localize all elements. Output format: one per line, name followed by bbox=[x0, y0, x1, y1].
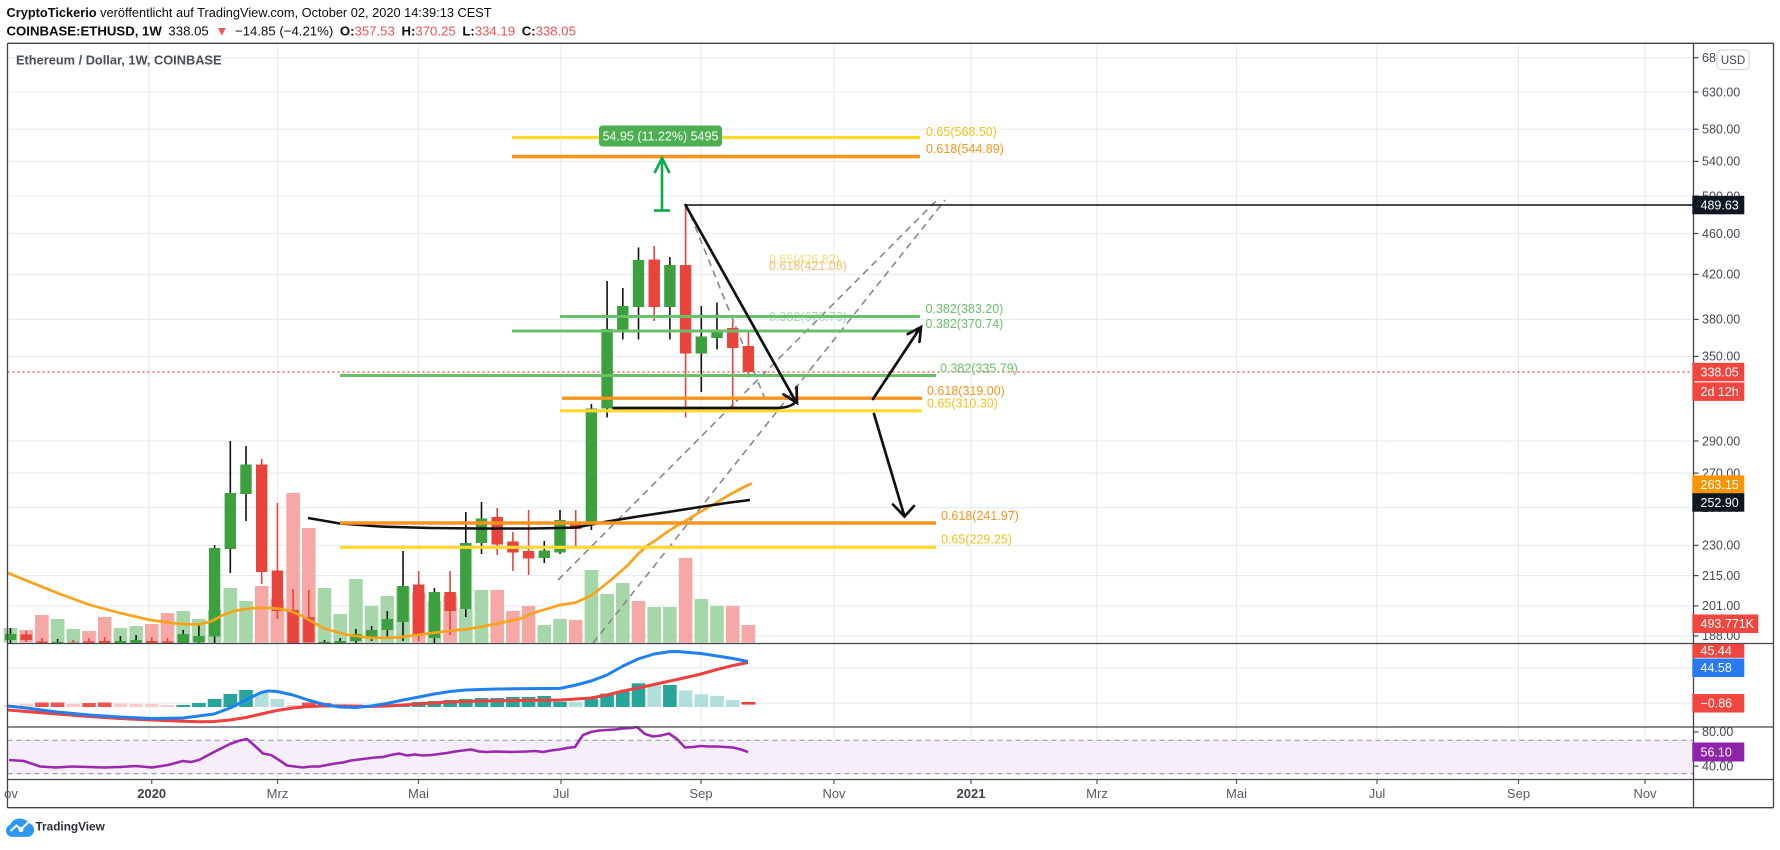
svg-text:54.95 (11.22%) 5495: 54.95 (11.22%) 5495 bbox=[603, 130, 719, 144]
svg-text:0.618(544.89): 0.618(544.89) bbox=[926, 142, 1004, 156]
svg-text:2021: 2021 bbox=[957, 786, 986, 801]
svg-text:0.65(229.25): 0.65(229.25) bbox=[941, 532, 1012, 546]
svg-text:TradingView: TradingView bbox=[36, 820, 106, 834]
svg-text:215.00: 215.00 bbox=[1702, 569, 1740, 583]
svg-text:Jul: Jul bbox=[553, 786, 570, 801]
svg-text:540.00: 540.00 bbox=[1702, 155, 1740, 169]
svg-text:420.00: 420.00 bbox=[1702, 268, 1740, 282]
svg-text:230.00: 230.00 bbox=[1702, 539, 1740, 553]
svg-text:489.63: 489.63 bbox=[1701, 198, 1739, 212]
svg-text:0.618(319.00): 0.618(319.00) bbox=[927, 384, 1005, 398]
svg-text:USD: USD bbox=[1721, 55, 1745, 67]
svg-text:Mai: Mai bbox=[408, 786, 429, 801]
svg-text:0.382(335.79): 0.382(335.79) bbox=[940, 361, 1018, 375]
svg-text:0.382(378.73): 0.382(378.73) bbox=[769, 310, 847, 324]
svg-text:2d 12h: 2d 12h bbox=[1701, 385, 1739, 399]
svg-text:44.58: 44.58 bbox=[1701, 661, 1732, 675]
svg-text:Sep: Sep bbox=[689, 786, 712, 801]
svg-text:Nov: Nov bbox=[1633, 786, 1657, 801]
svg-text:80.00: 80.00 bbox=[1702, 725, 1733, 739]
svg-text:45.44: 45.44 bbox=[1701, 644, 1732, 658]
svg-text:338.05: 338.05 bbox=[1701, 365, 1739, 379]
svg-text:40.00: 40.00 bbox=[1702, 759, 1733, 773]
svg-text:252.90: 252.90 bbox=[1701, 496, 1739, 510]
svg-text:Mrz: Mrz bbox=[267, 786, 289, 801]
svg-text:Mai: Mai bbox=[1226, 786, 1247, 801]
svg-text:201.00: 201.00 bbox=[1702, 599, 1740, 613]
svg-text:460.00: 460.00 bbox=[1702, 227, 1740, 241]
svg-text:0.382(370.74): 0.382(370.74) bbox=[926, 317, 1004, 331]
svg-text:Mrz: Mrz bbox=[1086, 786, 1108, 801]
svg-text:0.65(310.30): 0.65(310.30) bbox=[927, 396, 998, 410]
svg-text:290.00: 290.00 bbox=[1702, 434, 1740, 448]
svg-text:ov: ov bbox=[4, 786, 18, 801]
svg-text:56.10: 56.10 bbox=[1701, 745, 1732, 759]
svg-text:2020: 2020 bbox=[137, 786, 166, 801]
svg-text:0.618(421.08): 0.618(421.08) bbox=[769, 259, 847, 273]
svg-text:580.00: 580.00 bbox=[1702, 123, 1740, 137]
svg-text:350.00: 350.00 bbox=[1702, 350, 1740, 364]
svg-text:263.15: 263.15 bbox=[1701, 478, 1739, 492]
svg-text:0.382(383.20): 0.382(383.20) bbox=[926, 302, 1004, 316]
svg-text:Nov: Nov bbox=[822, 786, 846, 801]
svg-text:0.65(568.50): 0.65(568.50) bbox=[926, 125, 997, 139]
svg-text:493.771K: 493.771K bbox=[1701, 617, 1755, 631]
svg-text:380.00: 380.00 bbox=[1702, 313, 1740, 327]
svg-text:Jul: Jul bbox=[1369, 786, 1386, 801]
svg-text:COINBASE:ETHUSD, 1W 338.05 ▼ −: COINBASE:ETHUSD, 1W 338.05 ▼ −14.85 (−4.… bbox=[7, 24, 576, 39]
svg-text:−0.86: −0.86 bbox=[1701, 697, 1733, 711]
svg-text:0.65(426.82): 0.65(426.82) bbox=[769, 253, 840, 267]
svg-text:CryptoTickerio veröffentlicht: CryptoTickerio veröffentlicht auf Tradin… bbox=[7, 5, 492, 20]
svg-text:630.00: 630.00 bbox=[1702, 85, 1740, 99]
svg-text:Sep: Sep bbox=[1507, 786, 1530, 801]
svg-text:0.618(241.97): 0.618(241.97) bbox=[941, 509, 1019, 523]
svg-text:Ethereum / Dollar, 1W, COINBAS: Ethereum / Dollar, 1W, COINBASE bbox=[16, 53, 222, 68]
